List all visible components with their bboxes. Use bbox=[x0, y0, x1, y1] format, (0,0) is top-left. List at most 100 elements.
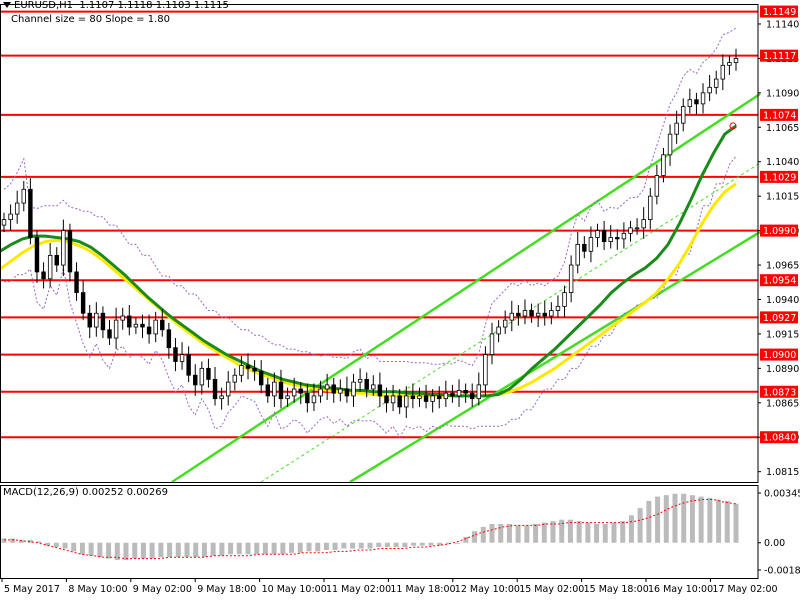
candle-bear bbox=[278, 381, 284, 400]
candle-bear bbox=[298, 388, 303, 394]
level-tag-bg bbox=[760, 431, 798, 444]
candle-bear bbox=[470, 392, 475, 400]
time-tick-label: 11 May 18:00 bbox=[390, 584, 455, 595]
macd-bar bbox=[655, 496, 661, 543]
candle-bull bbox=[133, 323, 139, 328]
candle-bull bbox=[272, 381, 277, 397]
candle-bull bbox=[179, 354, 185, 362]
macd-bar bbox=[524, 525, 530, 543]
candle-bear bbox=[166, 329, 172, 349]
macd-bar bbox=[533, 524, 539, 543]
macd-bar bbox=[79, 542, 85, 555]
macd-bar bbox=[123, 542, 129, 561]
candle-bear bbox=[410, 395, 416, 400]
candle-bear bbox=[127, 315, 132, 328]
candle-bear bbox=[87, 312, 92, 328]
candle-bear bbox=[331, 384, 336, 394]
candle-bull bbox=[667, 133, 673, 156]
candle-bull bbox=[674, 122, 679, 135]
macd-bar bbox=[184, 542, 190, 558]
candle-bear bbox=[54, 254, 59, 266]
macd-bar bbox=[472, 531, 478, 543]
candle-bear bbox=[384, 395, 389, 404]
time-tick-label: 9 May 18:00 bbox=[197, 584, 256, 595]
macd-signal-line bbox=[4, 499, 737, 560]
candle-bull bbox=[641, 219, 646, 229]
candle-bull bbox=[311, 395, 317, 404]
macd-bar bbox=[62, 542, 68, 549]
candle-bull bbox=[535, 312, 541, 317]
macd-bar bbox=[27, 539, 33, 543]
dropdown-arrow-icon[interactable] bbox=[3, 1, 11, 8]
candle-bear bbox=[146, 326, 152, 335]
candle-bull bbox=[621, 232, 627, 240]
macd-panel-border bbox=[0, 485, 759, 579]
macd-bar bbox=[637, 508, 643, 543]
macd-bar bbox=[219, 542, 225, 556]
macd-bar bbox=[411, 542, 417, 546]
candle-bull bbox=[568, 264, 574, 293]
macd-bar bbox=[550, 521, 556, 543]
candle-bull bbox=[324, 384, 330, 390]
macd-bar bbox=[646, 500, 652, 543]
candle-bull bbox=[430, 395, 435, 402]
price-tick-label: 1.1040 bbox=[766, 157, 799, 168]
candle-bull bbox=[8, 213, 13, 220]
candle-bull bbox=[489, 333, 495, 355]
macd-bar bbox=[1, 538, 7, 543]
candle-bull bbox=[549, 310, 554, 317]
candle-bull bbox=[1, 219, 7, 226]
candle-bull bbox=[654, 175, 660, 197]
candle-bear bbox=[80, 292, 86, 314]
macd-bar bbox=[620, 521, 626, 543]
candle-bear bbox=[186, 354, 191, 376]
macd-bar bbox=[271, 542, 277, 555]
candle-bear bbox=[212, 378, 218, 400]
macd-bar bbox=[698, 496, 704, 543]
macd-bar bbox=[315, 542, 321, 552]
moving-averages bbox=[0, 122, 737, 398]
time-axis: 5 May 2017 8 May 10:00 9 May 02:00 9 May 18… bbox=[1, 578, 778, 595]
candle-bear bbox=[463, 389, 468, 394]
price-tick-label: 1.1065 bbox=[766, 123, 799, 134]
candle-bull bbox=[727, 62, 732, 66]
candle-bear bbox=[450, 392, 455, 397]
candle-bull bbox=[502, 319, 508, 328]
candle-bull bbox=[648, 195, 653, 220]
candle-bull bbox=[47, 254, 53, 280]
candle-bear bbox=[193, 374, 198, 386]
macd-tick-label: 0.00 bbox=[764, 538, 785, 549]
macd-tick-label: -0.00189 bbox=[764, 566, 800, 577]
macd-bar bbox=[611, 522, 617, 543]
ma-slow-line bbox=[0, 182, 737, 398]
time-tick-label: 11 May 02:00 bbox=[326, 584, 391, 595]
candle-bull bbox=[661, 154, 666, 176]
candle-bear bbox=[107, 329, 112, 339]
candle-bull bbox=[226, 381, 231, 397]
candle-bear bbox=[252, 367, 257, 372]
candle-bull bbox=[687, 99, 693, 108]
macd-bar bbox=[689, 495, 695, 543]
candle-bear bbox=[206, 367, 211, 380]
symbol-label: EURUSD,H1 bbox=[14, 0, 74, 11]
macd-bar bbox=[149, 542, 155, 559]
macd-bar bbox=[628, 515, 634, 543]
candle-bear bbox=[542, 312, 547, 317]
candle-bull bbox=[575, 243, 580, 266]
macd-bar bbox=[681, 493, 687, 543]
candle-bull bbox=[21, 188, 26, 204]
candle-bull bbox=[113, 319, 119, 339]
candle-bear bbox=[694, 99, 699, 105]
macd-bar bbox=[498, 524, 504, 543]
time-tick-label: 9 May 02:00 bbox=[133, 584, 192, 595]
ma-fast-line bbox=[0, 124, 737, 398]
candle-bear bbox=[265, 384, 270, 397]
macd-bar bbox=[280, 542, 286, 555]
macd-bar bbox=[733, 503, 739, 543]
macd-bar bbox=[289, 542, 295, 553]
candle-bull bbox=[338, 388, 343, 394]
macd-bar bbox=[297, 542, 303, 553]
candle-bull bbox=[351, 381, 356, 397]
level-tag-label: 1.1149 bbox=[763, 7, 796, 18]
